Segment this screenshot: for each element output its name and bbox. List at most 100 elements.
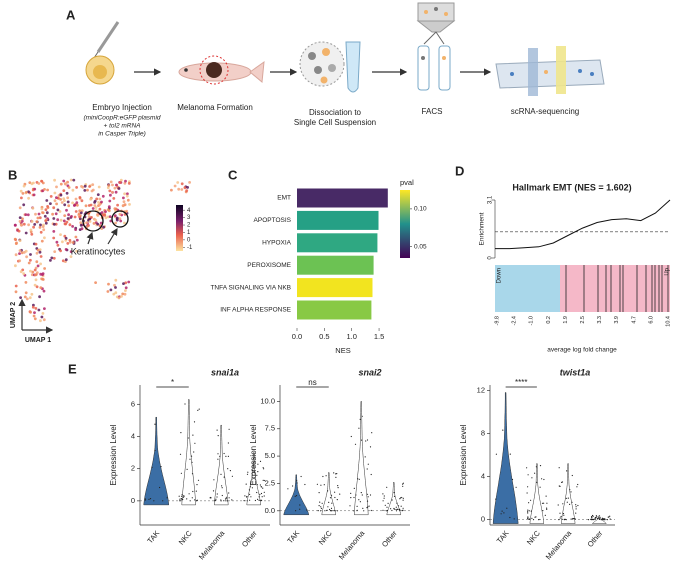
step-label: Melanoma Formation <box>177 103 253 112</box>
cell-point <box>527 516 529 518</box>
umap-cell <box>65 191 69 195</box>
cell-point <box>358 427 360 429</box>
cell-point <box>149 498 152 500</box>
y-tick-label: 5.0 <box>265 451 275 460</box>
umap-cell <box>95 197 99 201</box>
cell-point <box>386 509 389 512</box>
umap-cell <box>14 264 17 268</box>
cell-point <box>400 497 402 499</box>
cell-point <box>225 500 227 502</box>
cell-point <box>225 498 227 500</box>
umap-cell <box>31 206 35 210</box>
cell-point <box>527 512 529 514</box>
umap-cell <box>173 184 177 188</box>
umap-cell <box>27 261 31 265</box>
cell-point <box>221 485 223 487</box>
cell-point <box>595 516 597 518</box>
y-tick-label: 4 <box>131 431 135 440</box>
cell-point <box>358 478 360 480</box>
umap-cell <box>56 243 60 247</box>
umap-cell <box>104 210 107 214</box>
cell-point <box>370 509 372 512</box>
umap-cell <box>59 198 62 201</box>
cell-point <box>213 479 215 481</box>
cell-point <box>220 500 222 502</box>
cell-point <box>600 519 602 521</box>
cell-point <box>318 505 320 507</box>
cell-point <box>319 501 321 503</box>
cell-point <box>184 403 186 405</box>
cell-point <box>575 508 577 510</box>
umap-cell <box>71 241 75 244</box>
umap-cell <box>53 191 57 195</box>
umap-cell <box>39 319 42 323</box>
axis-label: Enrichment <box>479 212 486 245</box>
cell-point <box>371 432 373 434</box>
umap-cell <box>113 283 116 287</box>
category-label: TAK <box>495 529 511 546</box>
umap-cell <box>79 223 83 227</box>
umap-cell <box>36 264 40 268</box>
category-label: Other <box>585 528 604 549</box>
umap-cell <box>92 222 96 225</box>
cell-point <box>334 510 336 512</box>
cell-point <box>360 492 362 494</box>
cell-point <box>401 496 403 499</box>
cell-point <box>188 493 190 495</box>
cell-point <box>333 472 335 474</box>
cell-point <box>402 497 404 499</box>
umap-cell <box>183 186 187 190</box>
cell-point <box>349 505 351 507</box>
axis-label: UMAP 2 <box>10 302 17 328</box>
umap-cell <box>55 202 58 206</box>
umap-cell <box>17 229 21 233</box>
y-tick-label: 0 <box>131 496 135 505</box>
cell-point <box>330 494 333 496</box>
cell-point <box>546 508 548 510</box>
cell-point <box>179 500 181 502</box>
umap-cell <box>29 269 32 273</box>
violin <box>283 474 310 516</box>
cell-point <box>357 478 359 480</box>
cell-point <box>192 490 194 493</box>
cell-point <box>264 479 266 482</box>
cell-point <box>538 519 540 521</box>
panel-label: C <box>228 167 238 182</box>
umap-cell <box>109 288 113 292</box>
umap-cell <box>118 217 122 221</box>
facs-icon <box>416 2 456 91</box>
highlight-circle <box>82 210 104 232</box>
cell-point <box>260 492 263 495</box>
cell-point <box>251 487 253 489</box>
umap-cell <box>98 207 102 211</box>
cell-point <box>602 518 604 521</box>
cell-point <box>531 477 533 479</box>
umap-cell <box>66 242 70 245</box>
cell-point <box>225 496 227 498</box>
cell-point <box>527 486 529 488</box>
umap-cell <box>18 259 22 263</box>
axis-label: Expression Level <box>249 424 258 485</box>
umap-cell <box>25 297 29 301</box>
umap-cell <box>32 314 36 318</box>
umap-cell <box>54 212 58 216</box>
cell-point <box>366 439 369 441</box>
cell-point <box>402 507 404 509</box>
violin <box>492 392 519 524</box>
cell-point <box>263 491 265 493</box>
cell-point <box>221 487 223 489</box>
umap-cell <box>37 212 41 216</box>
cell-point <box>296 480 298 482</box>
umap-cell <box>38 295 41 299</box>
highlight-circle <box>111 210 129 228</box>
umap-cell <box>186 186 190 189</box>
bar <box>297 210 379 230</box>
cell-point <box>594 518 596 520</box>
comparison-label: **** <box>515 378 527 387</box>
cell-point <box>317 510 319 512</box>
cell-point <box>183 495 185 497</box>
umap-cell <box>14 253 18 257</box>
cell-point <box>162 500 164 502</box>
umap-cell <box>170 188 173 192</box>
cell-point <box>595 515 598 517</box>
